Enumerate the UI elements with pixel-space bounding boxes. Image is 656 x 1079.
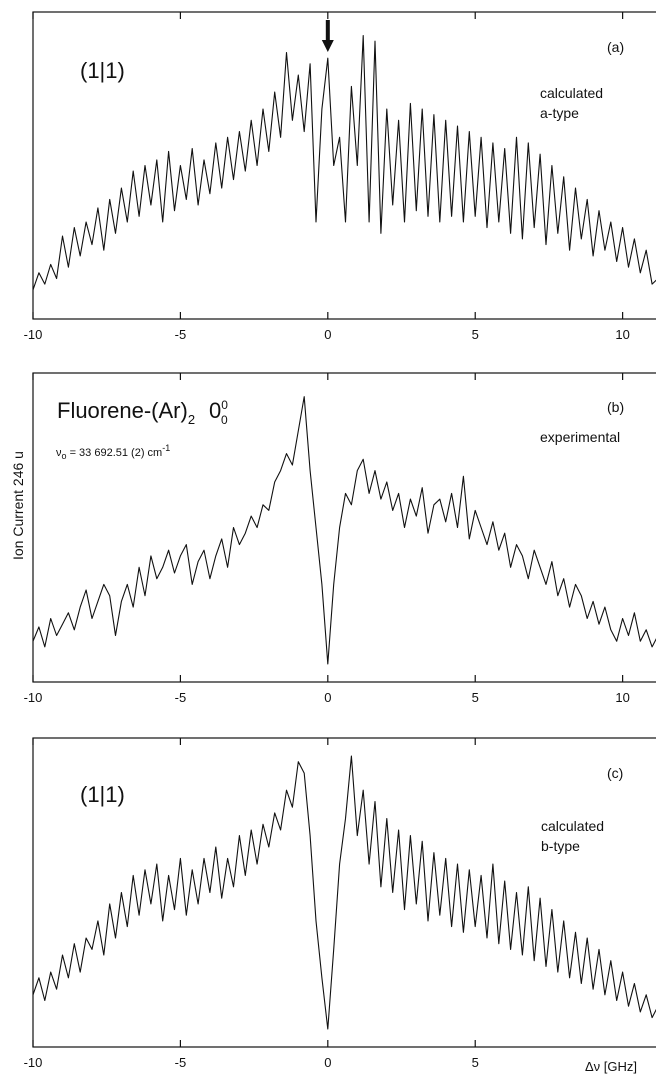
x-tick-label: 5 <box>472 1055 479 1070</box>
panel-b-title-suffix-sub: 0 <box>221 413 228 427</box>
panel-b-nu0-symbol: ν <box>56 447 62 459</box>
panel-c-annotation-line-2: b-type <box>541 838 580 854</box>
panel-c-xlabel: Δν [GHz] <box>585 1059 637 1074</box>
panel-b-title-main: Fluorene-(Ar) <box>57 398 188 423</box>
panel-a-frame <box>32 11 656 320</box>
panel-b-title-suffix: 0 <box>209 398 221 423</box>
panel-c-tag: (1|1) <box>80 782 125 807</box>
panel-a: -10 -5 0 5 10 (1|1) (a) calculated a-type <box>24 11 656 342</box>
down-arrow-icon <box>321 40 334 52</box>
panel-a-trace-group <box>32 35 656 290</box>
panel-b-nu0-sub: o <box>62 451 67 461</box>
panel-b-frame <box>32 372 656 683</box>
x-tick-label: 0 <box>324 327 331 342</box>
panel-a-series-line <box>32 35 656 290</box>
panel-c-annotation-line-1: calculated <box>541 818 604 834</box>
panel-c: -10 -5 0 5 (1|1) (c) calculated b-type Δν [… <box>24 737 656 1074</box>
panel-b-series-line <box>32 396 656 665</box>
panel-a-arrow-marker <box>321 20 334 52</box>
panel-a-x-ticks: -10 -5 0 5 10 <box>24 12 630 342</box>
panel-c-x-ticks: -10 -5 0 5 <box>24 738 479 1070</box>
x-tick-label: 10 <box>615 327 629 342</box>
panel-b: -10 -5 0 5 10 (b) experimental Fluorene-(Ar)… <box>10 372 656 705</box>
x-tick-label: -10 <box>24 1055 43 1070</box>
panel-b-nu0-text: = 33 692.51 (2) cm <box>67 447 163 459</box>
panel-c-frame <box>32 737 656 1048</box>
x-tick-label: 0 <box>324 1055 331 1070</box>
x-tick-label: 0 <box>324 690 331 705</box>
x-tick-label: 5 <box>472 327 479 342</box>
panel-b-nu0: νo = 33 692.51 (2) cm-1 <box>56 443 170 461</box>
panel-b-annotation-line-1: experimental <box>540 429 620 445</box>
x-tick-label: -10 <box>24 327 43 342</box>
panel-b-ylabel: Ion Current 246 u <box>10 451 26 560</box>
panel-a-annotation-line-2: a-type <box>540 105 579 121</box>
panel-b-trace-group <box>32 396 656 665</box>
panel-b-letter: (b) <box>607 399 624 415</box>
panel-b-title-subscript: 2 <box>188 412 195 427</box>
x-tick-label: -5 <box>175 690 187 705</box>
x-tick-label: -5 <box>175 1055 187 1070</box>
panel-b-title-suffix-sup: 0 <box>221 398 228 412</box>
x-tick-label: -5 <box>175 327 187 342</box>
panel-c-series-line <box>32 755 656 1030</box>
panel-a-tag: (1|1) <box>80 58 125 83</box>
panel-a-annotation-line-1: calculated <box>540 85 603 101</box>
x-tick-label: 10 <box>615 690 629 705</box>
panel-b-title: Fluorene-(Ar)2 00 0 <box>57 398 228 427</box>
panel-b-x-ticks: -10 -5 0 5 10 <box>24 373 630 705</box>
x-tick-label: -10 <box>24 690 43 705</box>
panel-c-letter: (c) <box>607 765 623 781</box>
x-tick-label: 5 <box>472 690 479 705</box>
panel-b-nu0-unit-sup: -1 <box>162 443 170 453</box>
panel-c-trace-group <box>32 755 656 1030</box>
panel-a-letter: (a) <box>607 39 624 55</box>
